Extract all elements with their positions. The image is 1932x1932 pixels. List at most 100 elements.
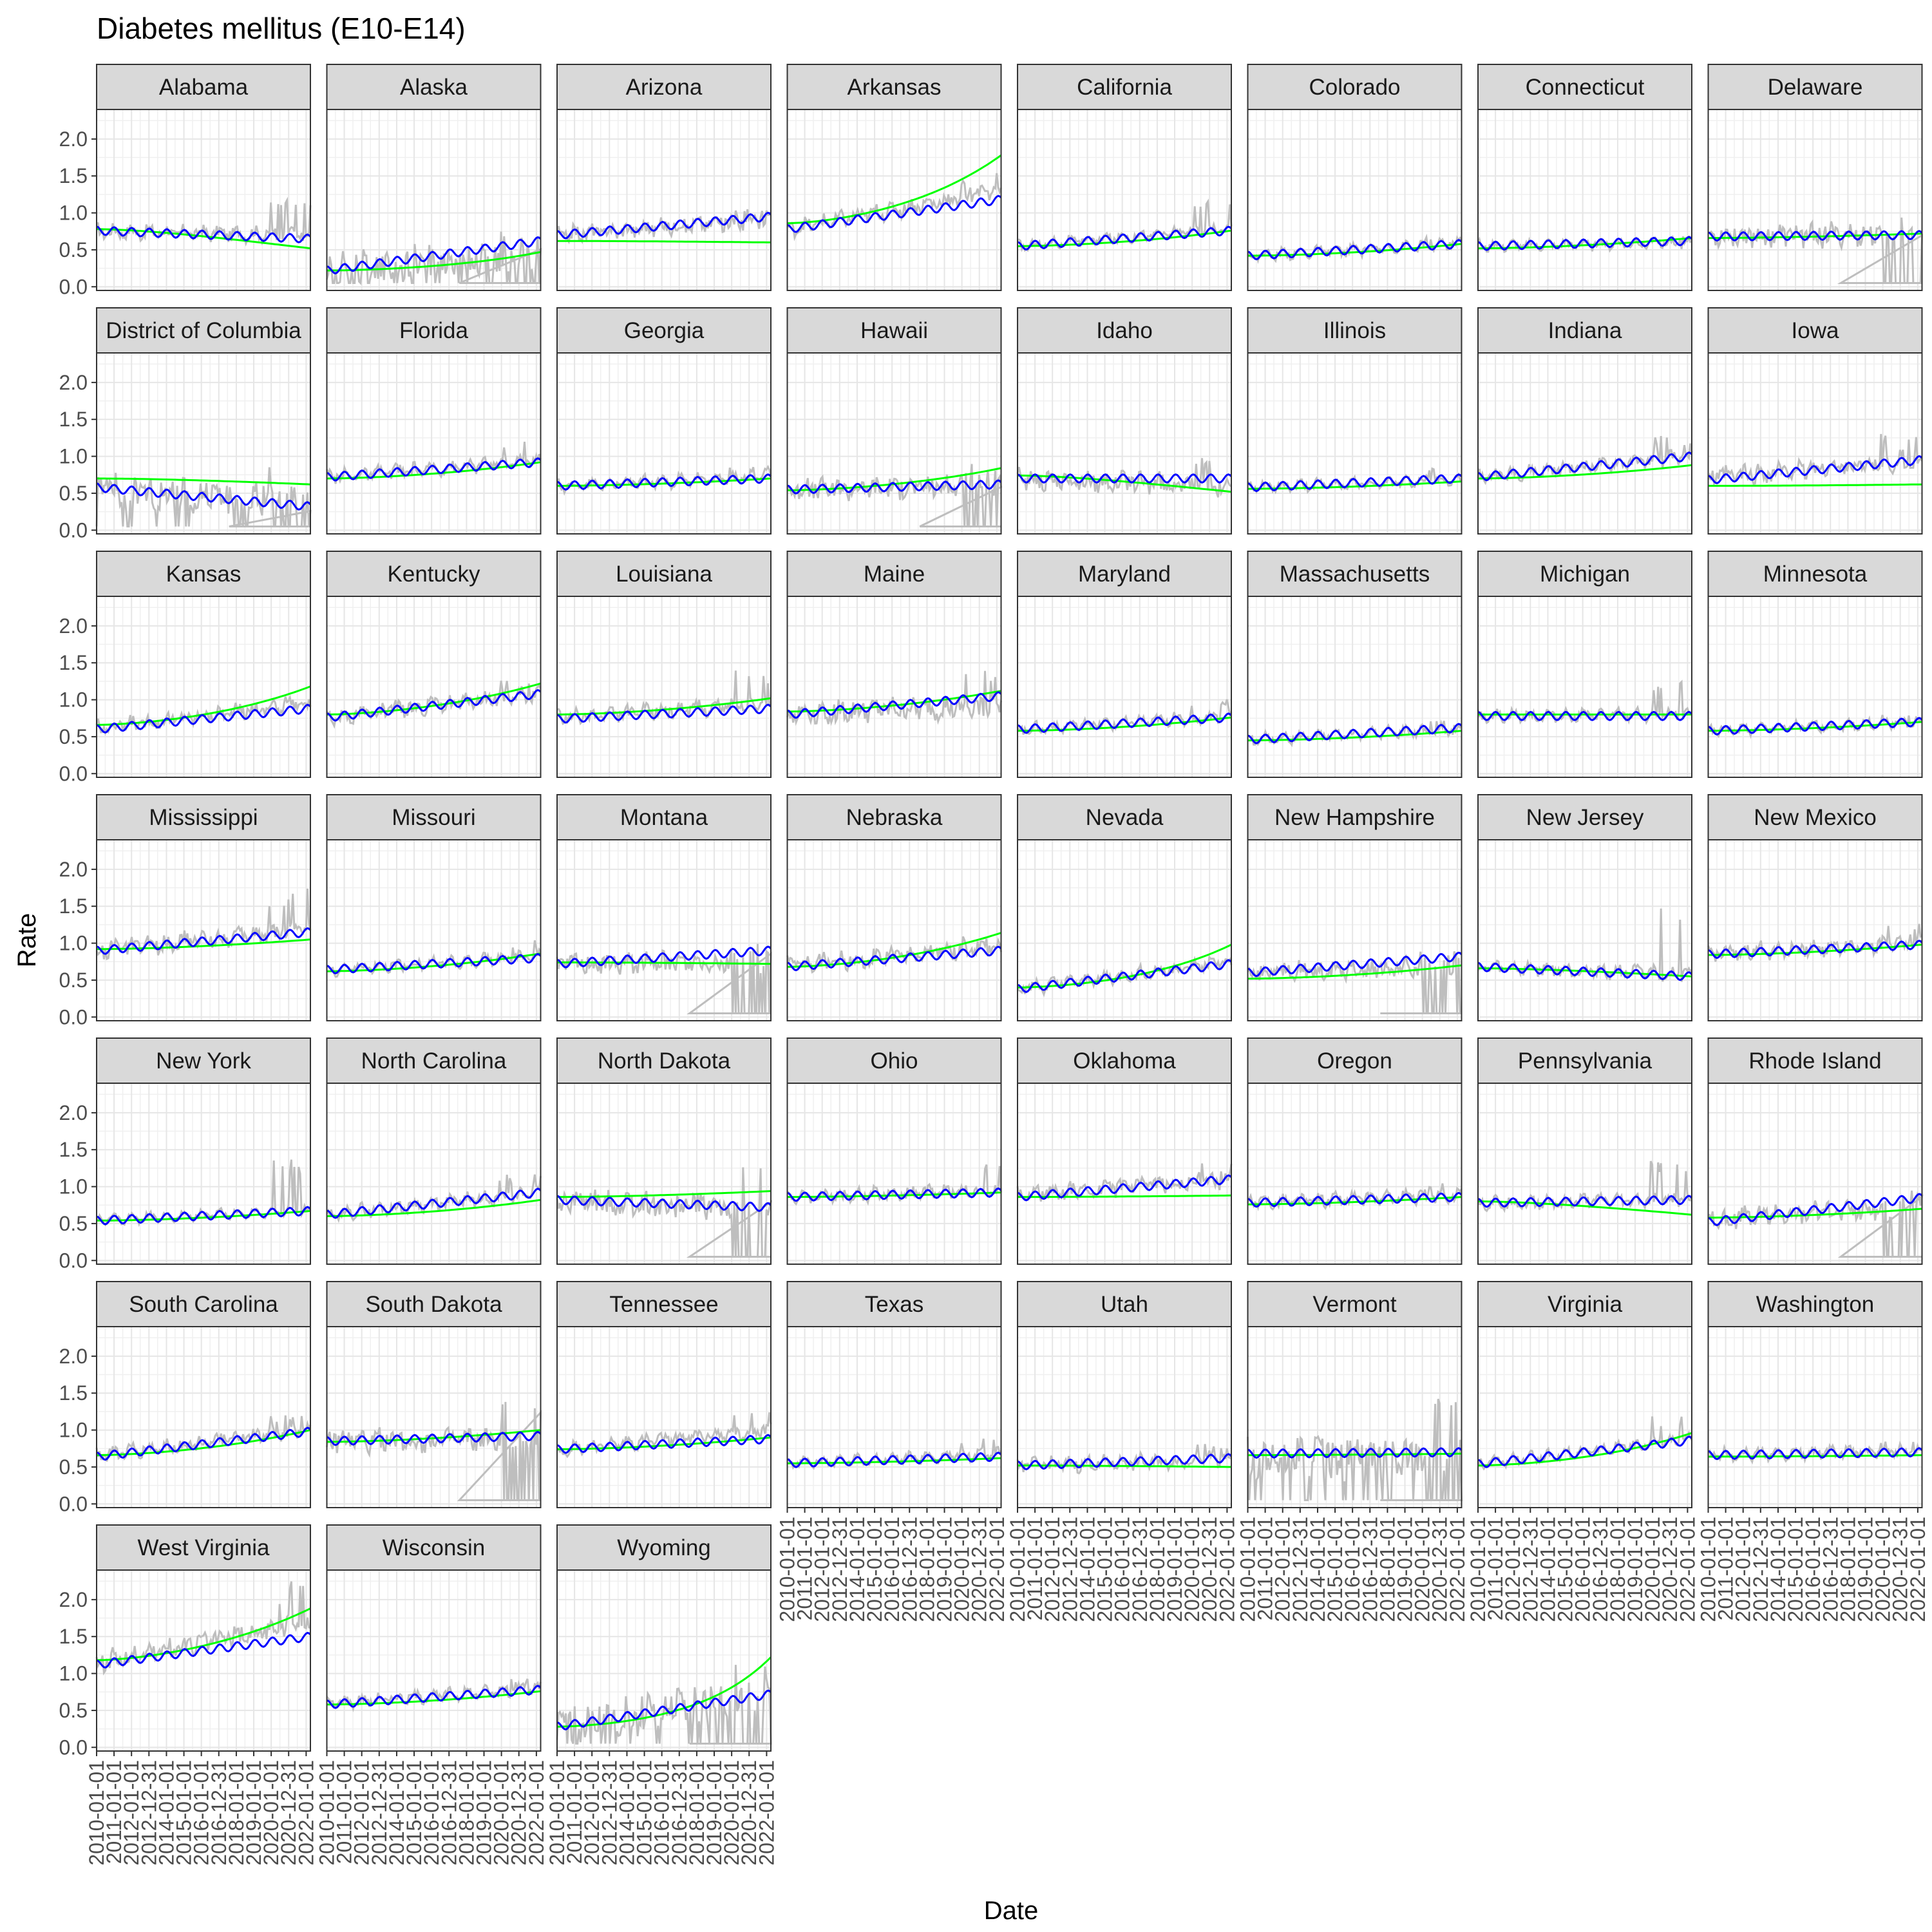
facet-strip [96,794,311,840]
fitted-series-line [787,945,1002,972]
fitted-series-line [96,703,312,734]
panel-border [556,596,772,778]
facet-panel-idaho: Idaho [1016,307,1233,535]
facet-strip [96,64,311,110]
panel-border [1707,1083,1923,1265]
facet-panel-new-mexico: New Mexico [1707,794,1923,1021]
fitted-series-line [1477,961,1693,981]
trend-series-line [1708,483,1922,487]
x-tick-label: 2018-01-01 [915,1517,938,1622]
trend-series-line [1247,1196,1462,1206]
observed-series-line [556,1412,772,1459]
facet-strip-label: Illinois [1323,318,1386,343]
x-tick-label: 2020-01-01 [1871,1517,1895,1622]
panel-background [97,1327,310,1508]
x-tick-label: 2015-01-01 [633,1760,656,1866]
panel-border [326,1569,542,1752]
x-tick-label: 2010-01-01 [545,1760,569,1866]
x-tick-label: 2018-01-01 [225,1760,248,1866]
panel-border [96,109,311,291]
facet-panel-new-hampshire: New Hampshire [1247,794,1463,1021]
panel-border [1017,352,1232,535]
facet-panel-connecticut: Connecticut [1477,64,1693,291]
panel-background [787,596,1001,777]
x-tick-label: 2016-01-01 [190,1760,213,1866]
trend-series-line [1478,464,1692,480]
facet-panel-virginia: Virginia2010-01-012011-01-012012-01-0120… [1466,1281,1699,1622]
facet-panel-rhode-island: Rhode Island [1707,1037,1924,1265]
facet-strip [556,794,772,840]
fitted-series-line [1247,1191,1463,1208]
facet-panel-indiana: Indiana [1477,307,1693,535]
panel-background [787,840,1001,1021]
x-tick-label: 2020-12-31 [737,1760,761,1866]
observed-series-line [1707,433,1923,487]
facet-strip [326,794,542,840]
trend-series-line [557,1436,772,1450]
facet-strip-label: Indiana [1548,318,1622,343]
facet-strip-label: District of Columbia [106,318,301,343]
facet-strip-label: Alaska [400,75,468,100]
panel-background [1478,1083,1692,1264]
panel-border [326,1326,542,1508]
fitted-series-line [787,1452,1002,1468]
fitted-series-line [327,1685,542,1709]
panel-background [1708,596,1922,777]
trend-series-line [787,932,1001,968]
trend-series-line [1708,1454,1922,1458]
fitted-series-line [1708,1193,1923,1226]
facet-strip [556,64,772,110]
x-tick-label: 2012-01-01 [120,1760,143,1866]
facet-strip [96,1281,311,1327]
trend-series-line [327,251,541,272]
facet-panel-michigan: Michigan [1477,551,1693,778]
facet-panel-california: California [1017,64,1233,291]
facet-panel-texas: Texas 2010-01-012011-01-012012-01-012012-… [776,1281,1009,1622]
x-tick-label: 2010-01-01 [1697,1517,1720,1622]
facet-strip-label: Wyoming [617,1535,711,1560]
facet-strip [1247,1281,1463,1327]
panel-border [786,352,1002,535]
x-tick-label: 2018-01-01 [685,1760,708,1866]
facet-strip [1017,551,1232,597]
facet-strip-label: Missouri [392,805,475,830]
y-tick-label: 1.0 [59,445,88,468]
fitted-series-line [556,945,772,969]
fitted-series-line [327,236,542,275]
panel-background [1018,596,1231,777]
y-tick-label: 1.5 [59,1381,88,1405]
y-tick-label: 0.5 [59,1455,88,1479]
fitted-series-line [1477,710,1693,721]
fitted-series-line [327,952,542,975]
facet-strip [1707,307,1923,354]
y-tick-label: 1.0 [59,1175,88,1198]
facet-panel-pennsylvania: Pennsylvania [1477,1037,1693,1265]
panel-border [556,1083,772,1265]
panel-border [1017,839,1232,1021]
facet-strip [1707,794,1923,840]
panel-border [1707,596,1923,778]
fitted-series-line [1477,451,1693,482]
x-tick-label: 2019-01-01 [1624,1517,1647,1622]
y-tick-label: 0.0 [59,518,88,542]
trend-series-line [1018,1464,1231,1468]
x-tick-label: 2011-01-01 [563,1760,586,1864]
facet-strip-label: Pennsylvania [1518,1048,1653,1074]
x-tick-label: 2014-01-01 [385,1760,408,1866]
panel-background [1478,596,1692,777]
facet-panel-south-carolina: South Carolina 0.0 0.5 1.0 1.5 2.0 [59,1281,312,1515]
facet-strip [1247,307,1463,354]
panel-background [97,596,310,777]
fitted-series-line [1708,940,1923,960]
x-tick-label: 2019-01-01 [933,1517,956,1622]
fitted-series-line [96,482,312,511]
x-tick-label: 2012-01-01 [580,1760,603,1866]
fitted-series-line [1247,951,1463,978]
trend-series-line [96,1429,311,1457]
panel-border [1017,596,1232,778]
facet-strip [1247,551,1463,597]
fitted-series-line [327,1430,542,1446]
x-axis-title: Date [984,1897,1039,1925]
x-tick-label: 2015-01-01 [1784,1517,1807,1622]
facet-strip [1707,64,1923,110]
